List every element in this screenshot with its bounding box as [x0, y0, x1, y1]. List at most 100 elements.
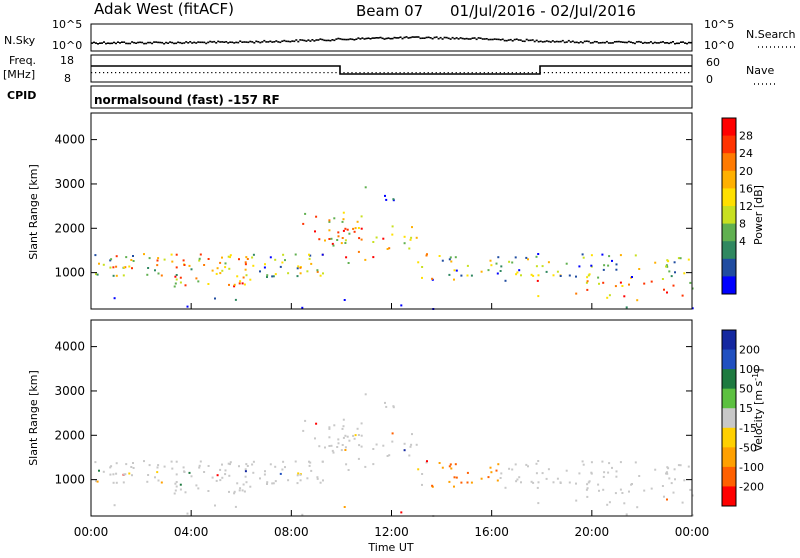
power-cell: [683, 272, 686, 275]
nsearch-tick-bottom: 10^0: [704, 39, 734, 52]
velocity-frame: [90, 319, 693, 517]
velocity-cell: [352, 434, 355, 437]
nave-point: [615, 72, 618, 74]
power-cell: [243, 283, 246, 286]
power-cell: [460, 274, 463, 277]
power-cell: [154, 269, 156, 272]
power-cell: [221, 256, 223, 259]
velocity-cell: [263, 473, 266, 476]
nsky-point: [421, 37, 424, 39]
nsky-point: [235, 41, 238, 44]
nsky-point: [249, 40, 252, 43]
colorbar-segment: [722, 427, 736, 448]
nsky-point: [217, 40, 220, 43]
x-axis-label: Time UT: [367, 541, 413, 554]
nave-point: [583, 72, 585, 74]
velocity-cell: [588, 480, 591, 483]
power-cell: [421, 266, 424, 268]
nsky-point: [557, 40, 560, 43]
velocity-cell: [499, 477, 502, 479]
nsky-point: [383, 38, 386, 40]
velocity-cell: [683, 479, 686, 482]
power-cell: [360, 227, 363, 230]
power-cell: [245, 256, 248, 259]
nsky-point: [369, 38, 372, 40]
nsky-point: [285, 40, 288, 43]
velocity-cell: [532, 481, 535, 484]
power-cell: [109, 266, 112, 269]
power-cell: [495, 262, 498, 265]
nsky-point: [277, 41, 280, 43]
nave-point: [151, 72, 153, 74]
power-cell: [171, 260, 174, 263]
power-cell: [207, 258, 210, 260]
power-cell: [426, 253, 428, 256]
nave-point: [179, 72, 181, 74]
nave-point: [331, 72, 333, 74]
y-tick-label: 2000: [54, 428, 85, 442]
power-cell: [128, 265, 131, 268]
power-cell: [259, 270, 261, 273]
power-cell: [496, 272, 499, 275]
nsky-point: [283, 39, 286, 42]
nsky-point: [231, 41, 234, 44]
velocity-cell: [215, 479, 218, 482]
power-cell: [470, 274, 473, 277]
velocity-cell: [608, 501, 611, 504]
velocity-cell: [259, 477, 261, 480]
velocity-cell: [568, 481, 571, 484]
power-cell: [344, 239, 347, 242]
nave-point: [543, 72, 545, 74]
power-cell: [308, 257, 311, 260]
power-cell: [527, 258, 529, 261]
velocity-cell: [330, 444, 333, 447]
velocity-cell: [96, 480, 99, 483]
power-cell: [251, 256, 254, 259]
nave-point: [571, 72, 573, 74]
velocity-cell: [110, 465, 113, 468]
nsky-point: [117, 41, 119, 43]
colorbar-segment: [722, 369, 736, 390]
power-cell: [391, 233, 394, 236]
nsky-point: [141, 41, 144, 44]
colorbar-frame: [721, 117, 737, 295]
velocity-cell: [411, 433, 413, 436]
velocity-cell: [328, 427, 331, 430]
velocity-cell: [598, 489, 600, 492]
nsky-point: [357, 37, 360, 39]
nsky-point: [201, 41, 204, 44]
power-cell: [321, 253, 324, 256]
nave-point: [139, 72, 141, 74]
power-cell: [175, 253, 178, 256]
power-cell: [354, 227, 357, 230]
power-cell: [585, 281, 588, 284]
power-cell: [342, 229, 345, 232]
power-cell: [279, 265, 282, 268]
velocity-cell: [634, 461, 637, 464]
x-tick-label: 08:00: [274, 525, 309, 539]
velocity-cell: [322, 479, 324, 482]
velocity-cell: [245, 481, 248, 484]
velocity-cell: [170, 460, 173, 463]
power-cell: [198, 257, 201, 260]
power-cell: [614, 285, 617, 288]
nsky-point: [589, 42, 592, 44]
nsky-point: [611, 42, 614, 44]
power-cell: [667, 260, 670, 263]
velocity-colorbar: 200 100 50 15 -15 -50 -100 -200: [721, 329, 764, 507]
velocity-cell: [299, 479, 302, 482]
power-cell: [341, 237, 344, 239]
velocity-cell: [321, 460, 324, 463]
power-cell: [319, 274, 322, 277]
velocity-cell: [408, 454, 411, 457]
velocity-cell: [392, 405, 395, 408]
velocity-cell: [252, 460, 255, 463]
nsky-point: [325, 39, 328, 42]
velocity-cell: [448, 465, 451, 468]
velocity-cell: [470, 481, 473, 484]
nsky-point: [219, 41, 222, 43]
velocity-cell: [154, 476, 156, 479]
nsky-point: [617, 40, 620, 43]
power-cell: [438, 255, 441, 257]
velocity-cell: [315, 422, 318, 425]
